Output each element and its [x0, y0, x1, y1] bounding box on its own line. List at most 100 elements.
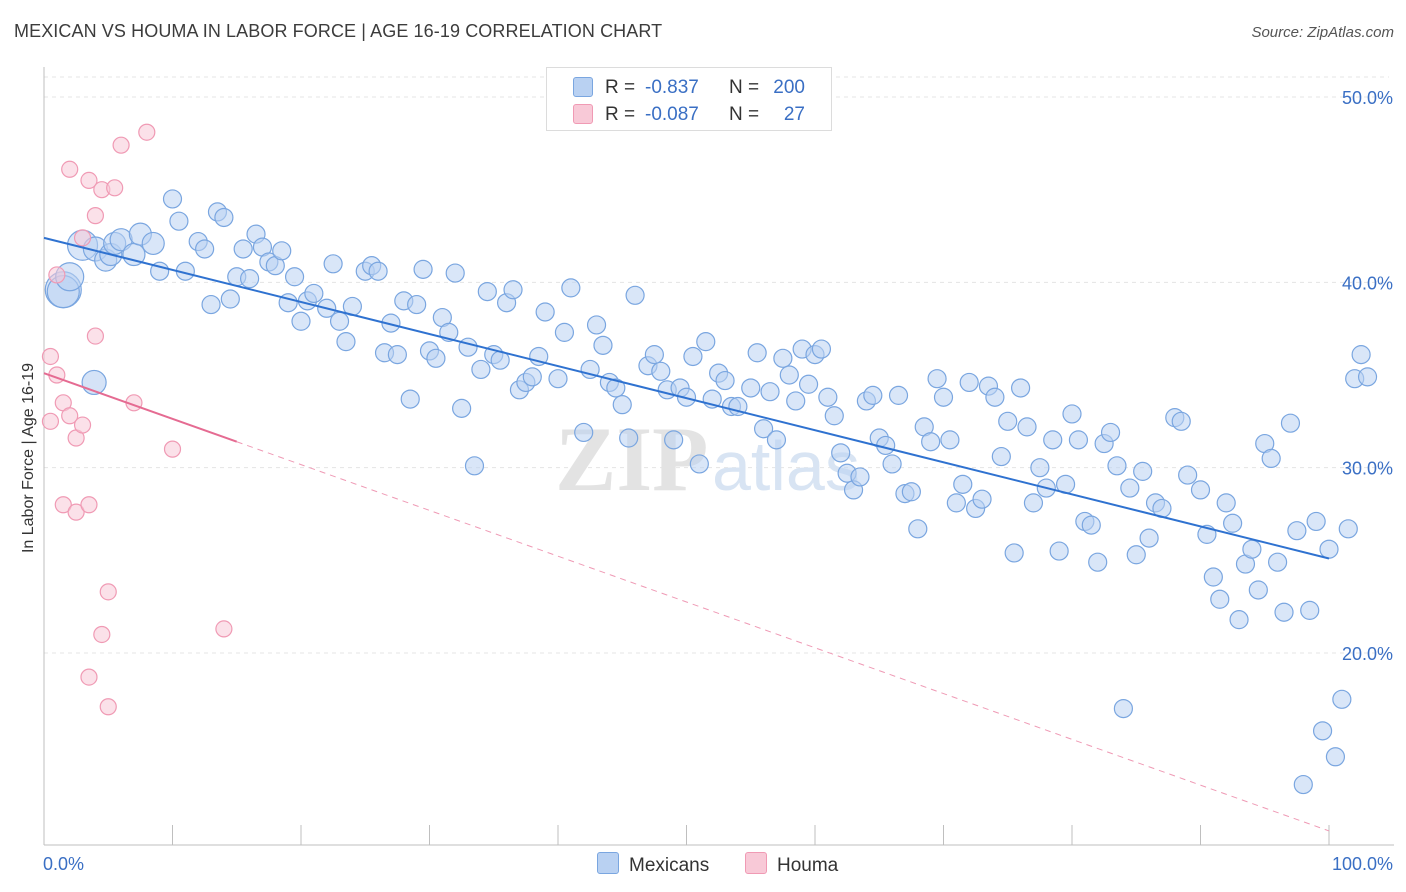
point-mexicans — [933, 387, 954, 407]
trend-line-houma — [43, 372, 238, 443]
point-mexicans — [291, 311, 311, 331]
legend-swatch-houma — [573, 104, 593, 124]
point-houma — [215, 620, 233, 638]
point-mexicans — [1312, 721, 1333, 741]
point-mexicans — [1088, 552, 1108, 572]
point-mexicans — [400, 389, 420, 409]
point-mexicans — [284, 267, 305, 287]
point-mexicans — [169, 211, 189, 231]
point-mexicans — [1242, 539, 1262, 559]
point-mexicans — [927, 369, 947, 389]
point-houma — [86, 207, 105, 225]
legend-r-label: R = — [605, 77, 636, 98]
point-mexicans — [162, 189, 183, 209]
point-houma — [138, 123, 156, 141]
point-mexicans — [1178, 465, 1198, 485]
point-houma — [106, 179, 124, 197]
point-mexicans — [586, 315, 607, 335]
point-mexicans — [1261, 448, 1281, 468]
point-houma — [73, 416, 92, 434]
point-mexicans — [882, 454, 902, 474]
point-mexicans — [747, 343, 767, 363]
point-mexicans — [683, 346, 703, 367]
point-mexicans — [818, 387, 838, 407]
point-mexicans — [413, 259, 433, 279]
point-houma — [48, 266, 66, 284]
point-mexicans — [240, 269, 260, 289]
point-houma — [80, 171, 98, 189]
legend-n-label: N = — [729, 77, 760, 98]
point-mexicans — [1081, 515, 1101, 535]
point-houma — [163, 440, 182, 458]
legend-swatch-mexicans — [573, 77, 593, 97]
point-houma — [86, 327, 105, 345]
point-mexicans — [329, 311, 350, 331]
point-mexicans — [972, 489, 992, 509]
point-mexicans — [445, 263, 465, 283]
point-mexicans — [1267, 552, 1288, 572]
point-mexicans — [760, 382, 780, 402]
point-mexicans — [1010, 378, 1031, 398]
point-mexicans — [336, 332, 356, 352]
point-mexicans — [696, 332, 716, 352]
point-mexicans — [272, 241, 292, 261]
point-mexicans — [946, 493, 966, 513]
point-mexicans — [1004, 543, 1024, 563]
point-mexicans — [1171, 411, 1191, 431]
point-mexicans — [1274, 602, 1294, 622]
point-mexicans — [1248, 580, 1268, 600]
point-mexicans — [888, 385, 909, 405]
point-mexicans — [824, 406, 844, 426]
point-mexicans — [1338, 519, 1358, 539]
point-mexicans — [1293, 774, 1313, 795]
bottom-legend-mexicans: Mexicans — [597, 852, 709, 877]
point-mexicans — [1062, 404, 1082, 424]
point-mexicans — [921, 432, 941, 452]
point-mexicans — [959, 372, 979, 393]
point-mexicans — [503, 280, 523, 300]
point-mexicans — [452, 398, 472, 418]
point-mexicans — [728, 396, 748, 417]
point-houma — [99, 698, 117, 716]
point-mexicans — [1023, 493, 1044, 513]
point-mexicans — [811, 339, 832, 359]
point-mexicans — [522, 367, 542, 387]
point-mexicans — [953, 474, 973, 494]
point-mexicans — [407, 294, 427, 315]
bottom-legend-swatch-mexicans — [597, 852, 619, 874]
point-mexicans — [387, 345, 407, 365]
point-mexicans — [477, 282, 497, 302]
point-mexicans — [426, 348, 446, 368]
point-mexicans — [1113, 698, 1134, 719]
chart-title: MEXICAN VS HOUMA IN LABOR FORCE | AGE 16… — [14, 21, 663, 41]
point-mexicans — [908, 519, 928, 539]
point-mexicans — [850, 467, 870, 487]
point-houma — [67, 503, 85, 521]
x-tick-labels: 0.0% 100.0% — [43, 854, 1393, 874]
x-tick-label-max: 100.0% — [1332, 854, 1393, 874]
point-mexicans — [535, 302, 555, 322]
point-houma — [99, 583, 117, 601]
point-mexicans — [233, 239, 253, 259]
point-houma — [93, 625, 111, 644]
point-mexicans — [625, 285, 645, 305]
point-mexicans — [998, 411, 1018, 431]
legend-r-label: R = — [605, 104, 636, 125]
point-houma — [54, 496, 72, 514]
point-houma — [73, 229, 92, 247]
point-mexicans — [1280, 413, 1301, 433]
point-mexicans — [1139, 528, 1159, 548]
point-mexicans — [1126, 545, 1146, 565]
point-mexicans — [214, 207, 234, 228]
point-mexicans — [150, 261, 170, 281]
y-tick-label: 30.0% — [1342, 459, 1393, 479]
point-houma — [61, 407, 79, 425]
point-mexicans — [786, 391, 806, 411]
point-mexicans — [574, 422, 594, 443]
y-tick-label: 50.0% — [1342, 88, 1393, 108]
point-houma — [80, 668, 98, 686]
legend-n-value: 27 — [783, 104, 805, 125]
point-mexicans — [1216, 493, 1236, 513]
point-mexicans — [1030, 458, 1050, 478]
point-mexicans — [1325, 747, 1346, 767]
